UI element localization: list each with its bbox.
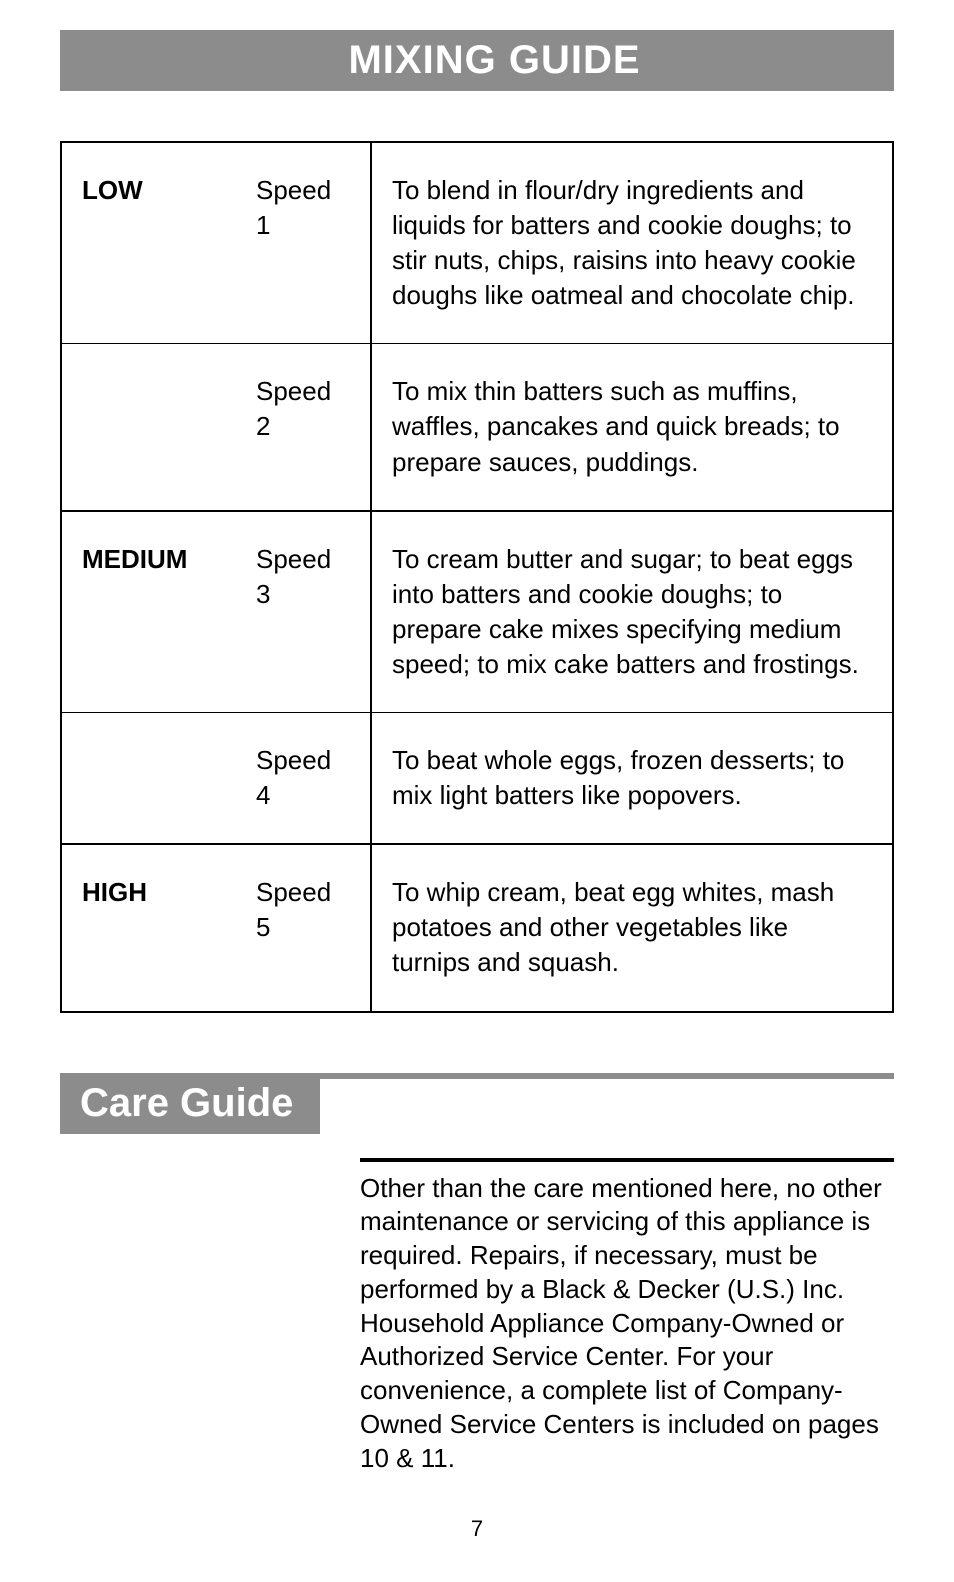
page-number: 7 — [60, 1516, 894, 1542]
care-guide-body: Other than the care mentioned here, no o… — [360, 1158, 894, 1476]
description-cell: To mix thin batters such as muffins, waf… — [371, 344, 893, 511]
table-row: HIGH Speed 5 To whip cream, beat egg whi… — [61, 844, 893, 1011]
speed-cell: Speed 1 — [236, 142, 371, 344]
speed-cell: Speed 4 — [236, 713, 371, 845]
table-row: Speed 4 To beat whole eggs, frozen desse… — [61, 713, 893, 845]
mixing-guide-table: LOW Speed 1 To blend in flour/dry ingred… — [60, 141, 894, 1013]
header-rule — [320, 1073, 894, 1134]
mixing-guide-title: MIXING GUIDE — [60, 30, 894, 91]
speed-cell: Speed 5 — [236, 844, 371, 1011]
level-cell: HIGH — [61, 844, 236, 1011]
description-cell: To beat whole eggs, frozen desserts; to … — [371, 713, 893, 845]
description-cell: To whip cream, beat egg whites, mash pot… — [371, 844, 893, 1011]
speed-cell: Speed 2 — [236, 344, 371, 511]
care-guide-title: Care Guide — [60, 1073, 320, 1134]
description-cell: To cream butter and sugar; to beat eggs … — [371, 511, 893, 713]
level-cell: LOW — [61, 142, 236, 344]
level-cell — [61, 713, 236, 845]
table-row: MEDIUM Speed 3 To cream butter and sugar… — [61, 511, 893, 713]
care-guide-header: Care Guide — [60, 1073, 894, 1134]
level-cell: MEDIUM — [61, 511, 236, 713]
table-row: Speed 2 To mix thin batters such as muff… — [61, 344, 893, 511]
table-row: LOW Speed 1 To blend in flour/dry ingred… — [61, 142, 893, 344]
level-cell — [61, 344, 236, 511]
description-cell: To blend in flour/dry ingredients and li… — [371, 142, 893, 344]
speed-cell: Speed 3 — [236, 511, 371, 713]
